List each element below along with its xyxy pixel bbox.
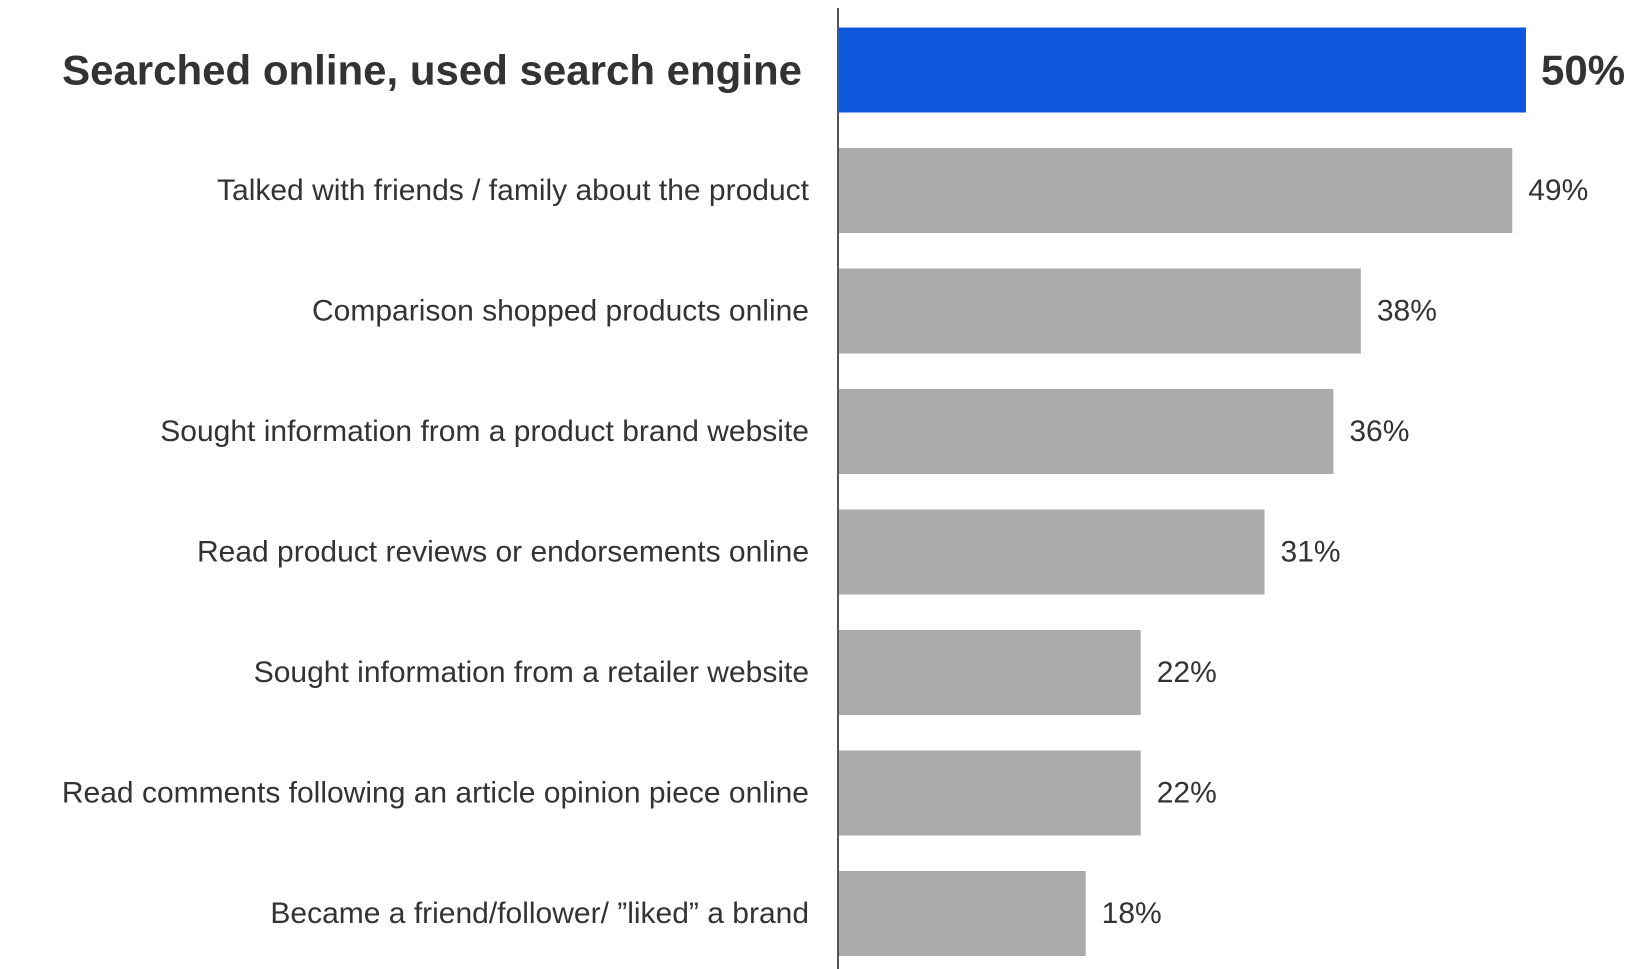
value-label: 18% — [1102, 897, 1162, 930]
category-label: Talked with friends / family about the p… — [217, 174, 810, 207]
category-labels-group: Searched online, used search engine Talke… — [62, 47, 810, 931]
value-label: 22% — [1157, 777, 1217, 810]
value-label: 31% — [1281, 536, 1341, 569]
bar-comparison-shopped-products-online — [838, 268, 1361, 354]
category-label: Comparison shopped products online — [312, 295, 809, 328]
bar-talked-with-friends-family-about-the-product — [838, 148, 1513, 233]
bar-became-a-friend-follower-liked-a-brand — [838, 871, 1086, 956]
value-label: 36% — [1349, 415, 1409, 448]
bar-read-product-reviews-or-endorsements-online — [838, 509, 1265, 595]
value-label: 22% — [1157, 656, 1217, 689]
bar-searched-online-used-search-engine — [838, 27, 1526, 113]
category-label: Sought information from a product brand … — [160, 415, 809, 448]
value-label: 38% — [1377, 295, 1437, 328]
value-label: 49% — [1528, 174, 1588, 207]
bar-sought-information-from-a-product-brand-website — [838, 389, 1334, 474]
category-label: Sought information from a retailer websi… — [254, 656, 809, 689]
category-label: Searched online, used search engine — [62, 47, 802, 94]
bar-sought-information-from-a-retailer-website — [838, 630, 1141, 715]
category-label: Read comments following an article opini… — [62, 777, 809, 810]
category-label: Read product reviews or endorsements onl… — [197, 536, 809, 569]
value-labels-group: 50% 49% 38% 36% 31% 22% 22% 18% — [1102, 47, 1625, 931]
value-label: 50% — [1541, 47, 1625, 94]
bars-group — [838, 27, 1526, 956]
category-label: Became a friend/follower/ ”liked” a bran… — [270, 897, 809, 930]
bar-read-comments-following-an-article-opinion-piece-online — [838, 750, 1141, 836]
